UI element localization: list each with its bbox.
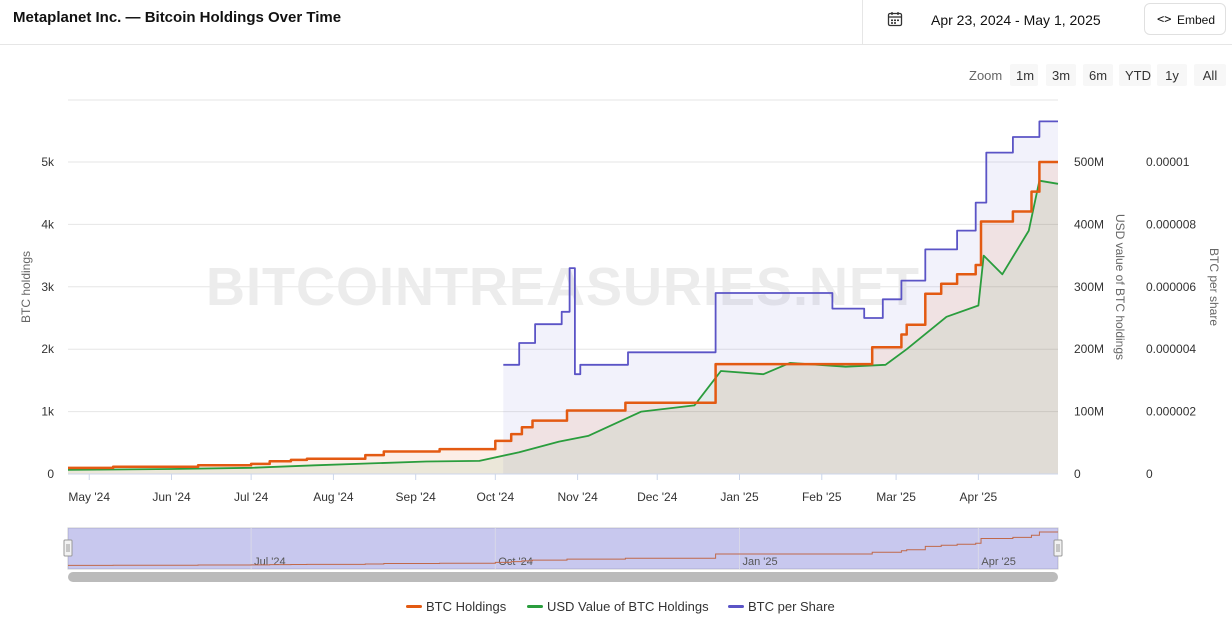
series-line-btc-holdings <box>68 160 1058 470</box>
x-tick-label: Apr '25 <box>960 490 998 504</box>
embed-button-label: Embed <box>1177 13 1216 27</box>
legend-swatch <box>527 605 543 608</box>
x-tick-label: Dec '24 <box>637 490 678 504</box>
x-tick-label: Jul '24 <box>234 490 269 504</box>
zoom-all-button[interactable]: All <box>1194 64 1226 86</box>
x-tick-label: May '24 <box>68 490 110 504</box>
x-tick-label: Jun '24 <box>152 490 191 504</box>
navigator-series <box>68 531 1058 566</box>
series-area-usd-value <box>68 180 1058 474</box>
watermark: BITCOINTREASURIES.NET <box>206 257 920 317</box>
y-tick-label-share: 0.00001 <box>1146 155 1190 169</box>
embed-button[interactable]: <> Embed <box>1144 3 1226 35</box>
y-tick-label-share: 0.000006 <box>1146 280 1196 294</box>
x-tick-label: Mar '25 <box>876 490 916 504</box>
navigator-selection[interactable] <box>68 528 1058 569</box>
chart-header: Metaplanet Inc. — Bitcoin Holdings Over … <box>0 0 1232 45</box>
series-area-btc-holdings <box>68 162 1058 474</box>
y-tick-label-left: 0 <box>47 467 54 481</box>
range-navigator[interactable]: Jul '24 Oct '24 Jan '25 Apr '25 <box>63 527 1063 582</box>
code-icon: <> <box>1157 12 1172 26</box>
y-tick-label-left: 5k <box>41 155 55 169</box>
chart-canvas: BITCOINTREASURIES.NET 0 1k 2k 3k 4k 5k 0 100M 20… <box>19 99 1221 582</box>
legend-swatch <box>406 605 422 608</box>
series-line-btc-per-share <box>503 120 1058 376</box>
x-tick-label: Jan '25 <box>720 490 759 504</box>
zoom-ytd-button[interactable]: YTD <box>1119 64 1151 86</box>
y-axis-title-share: BTC per share <box>1207 248 1221 326</box>
y-tick-label-share: 0.000008 <box>1146 217 1196 231</box>
zoom-1m-button[interactable]: 1m <box>1010 64 1038 86</box>
axes: 0 1k 2k 3k 4k 5k 0 100M 200M 300M 400M 500M 0 0.00000… <box>19 155 1221 504</box>
y-tick-label-share: 0.000002 <box>1146 405 1196 419</box>
navigator-label: Jul '24 <box>254 556 285 568</box>
y-tick-label-share: 0.000004 <box>1146 342 1196 356</box>
navigator-handle-right[interactable] <box>1053 539 1063 557</box>
y-tick-label-left: 4k <box>41 217 55 231</box>
x-tick-label: Oct '24 <box>476 490 514 504</box>
y-tick-label-usd: 0 <box>1074 467 1081 481</box>
legend-label: USD Value of BTC Holdings <box>547 599 709 614</box>
series-area-btc-per-share <box>503 121 1058 475</box>
zoom-3m-button[interactable]: 3m <box>1046 64 1076 86</box>
chart-title: Metaplanet Inc. — Bitcoin Holdings Over … <box>13 9 342 26</box>
zoom-1y-button[interactable]: 1y <box>1157 64 1187 86</box>
series-line-usd-value <box>67 179 1059 471</box>
x-tick-label: Feb '25 <box>802 490 842 504</box>
date-range-label: Apr 23, 2024 - May 1, 2025 <box>931 12 1101 28</box>
y-axis-title-left: BTC holdings <box>19 251 33 323</box>
legend-swatch <box>728 605 744 608</box>
navigator-track <box>67 527 1059 570</box>
zoom-label: Zoom <box>969 68 1003 83</box>
x-tick-label: Aug '24 <box>313 490 354 504</box>
y-tick-label-usd: 400M <box>1074 217 1104 231</box>
navigator-scrollbar[interactable] <box>68 572 1058 582</box>
y-tick-label-usd: 200M <box>1074 342 1104 356</box>
zoom-6m-button[interactable]: 6m <box>1083 64 1113 86</box>
y-tick-label-usd: 300M <box>1074 280 1104 294</box>
calendar-icon <box>887 12 903 27</box>
y-tick-label-usd: 100M <box>1074 405 1104 419</box>
y-tick-label-share: 0 <box>1146 467 1153 481</box>
y-tick-label-left: 1k <box>41 405 55 419</box>
x-tick-label: Nov '24 <box>557 490 598 504</box>
navigator-handle-left[interactable] <box>63 539 73 557</box>
legend-label: BTC per Share <box>748 599 835 614</box>
navigator-label: Jan '25 <box>743 556 778 568</box>
series-layer <box>67 120 1059 475</box>
y-axis-title-usd: USD value of BTC holdings <box>1113 214 1127 360</box>
y-tick-label-left: 2k <box>41 342 55 356</box>
x-tick-label: Sep '24 <box>396 490 437 504</box>
navigator-label: Apr '25 <box>981 556 1016 568</box>
y-tick-label-usd: 500M <box>1074 155 1104 169</box>
date-range-picker[interactable]: Apr 23, 2024 - May 1, 2025 <box>862 0 1130 44</box>
y-tick-label-left: 3k <box>41 280 55 294</box>
legend: BTC Holdings USD Value of BTC Holdings B… <box>0 598 1232 616</box>
legend-label: BTC Holdings <box>426 599 507 614</box>
